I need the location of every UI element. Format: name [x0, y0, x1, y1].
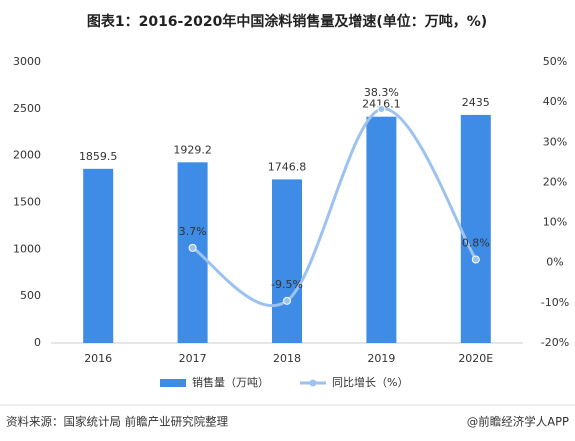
- bar: [460, 114, 491, 344]
- bar-value-label: 1746.8: [268, 160, 307, 173]
- bar: [83, 168, 114, 343]
- y2-tick-label: 10%: [543, 216, 567, 229]
- y2-tick-label: 30%: [543, 135, 567, 148]
- line-value-label: 0.8%: [462, 237, 490, 250]
- y-tick-label: 3000: [13, 55, 41, 68]
- x-tick-label: 2016: [84, 352, 112, 365]
- line-marker: [377, 104, 386, 113]
- bar-value-label: 1859.5: [79, 150, 118, 163]
- bar: [177, 162, 208, 343]
- legend-swatch-marker: [309, 379, 317, 387]
- line-value-label: -9.5%: [271, 278, 303, 291]
- bar-value-label: 2435: [462, 96, 490, 109]
- y2-tick-label: 40%: [543, 95, 567, 108]
- y-tick-label: 2000: [13, 149, 41, 162]
- bar: [272, 179, 302, 343]
- y-tick-label: 2500: [13, 102, 41, 115]
- y2-tick-label: -20%: [541, 336, 569, 349]
- line-marker: [283, 296, 291, 305]
- line-marker: [471, 255, 480, 264]
- chart-title: 图表1：2016-2020年中国涂料销售量及增速(单位：万吨，%): [87, 13, 487, 30]
- y-tick-label: 500: [20, 289, 41, 302]
- y-tick-label: 0: [34, 336, 41, 349]
- x-tick-label: 2017: [179, 352, 207, 365]
- bar-value-label: 1929.2: [173, 143, 212, 156]
- y-tick-label: 1000: [13, 242, 41, 255]
- line-marker: [188, 243, 197, 252]
- y2-tick-label: -10%: [541, 296, 569, 309]
- y2-tick-label: 20%: [543, 175, 567, 188]
- line-value-label: 3.7%: [179, 225, 207, 238]
- line-value-label: 38.3%: [364, 86, 399, 99]
- y2-tick-label: 50%: [543, 55, 567, 68]
- credit: @前瞻经济学人APP: [467, 415, 569, 429]
- legend-label: 同比增长（%）: [332, 375, 408, 389]
- y2-tick-label: 0%: [546, 256, 563, 269]
- bar: [366, 116, 397, 344]
- x-tick-label: 2020E: [458, 352, 493, 365]
- x-tick-label: 2018: [273, 352, 301, 365]
- y-tick-label: 1500: [13, 196, 41, 209]
- source: 资料来源：国家统计局 前瞻产业研究院整理: [6, 415, 229, 429]
- growth-line: [191, 107, 478, 308]
- legend-swatch: [160, 379, 186, 387]
- x-tick-label: 2019: [367, 352, 395, 365]
- bar-value-label: 2416.1: [362, 98, 401, 111]
- legend-label: 销售量（万吨）: [192, 375, 269, 389]
